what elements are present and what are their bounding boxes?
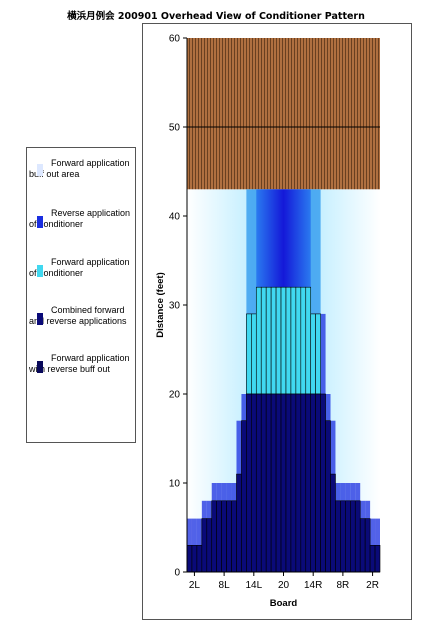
forward-bar bbox=[295, 286, 302, 395]
legend-item: Forward application of conditioner bbox=[27, 257, 137, 307]
y-tick-label: 20 bbox=[169, 390, 181, 401]
forward-bar bbox=[290, 286, 297, 395]
combined-bar bbox=[206, 518, 213, 573]
forward-bar bbox=[255, 286, 262, 395]
combined-bar bbox=[315, 393, 321, 573]
combined-bar bbox=[255, 393, 262, 573]
combined-bar bbox=[369, 544, 376, 573]
combined-bar bbox=[350, 500, 356, 573]
x-tick-label: 14L bbox=[245, 580, 262, 591]
combined-bar bbox=[359, 518, 366, 573]
legend-label: Combined forward and reverse application… bbox=[29, 305, 127, 326]
forward-bar bbox=[310, 313, 316, 395]
x-tick-label: 2L bbox=[189, 580, 201, 591]
legend-swatch bbox=[37, 216, 43, 228]
combined-bar bbox=[246, 393, 252, 573]
combined-bar bbox=[275, 393, 282, 573]
y-tick-label: 50 bbox=[169, 123, 181, 134]
y-tick-label: 30 bbox=[169, 301, 181, 312]
combined-bar bbox=[330, 473, 336, 573]
forward-bar bbox=[251, 313, 257, 395]
legend-label: Forward application of conditioner bbox=[29, 257, 130, 278]
combined-bar bbox=[226, 500, 232, 573]
combined-bar bbox=[191, 544, 198, 573]
pin-deck bbox=[187, 38, 380, 190]
combined-bar bbox=[196, 544, 203, 573]
combined-bar bbox=[325, 420, 331, 573]
legend-swatch bbox=[37, 265, 43, 277]
y-tick-label: 40 bbox=[169, 212, 181, 223]
combined-bar bbox=[241, 420, 247, 573]
forward-bar bbox=[246, 313, 252, 395]
legend-item: Forward application with reverse buff ou… bbox=[27, 353, 137, 403]
forward-bar bbox=[280, 286, 287, 395]
forward-bar bbox=[260, 286, 267, 395]
legend-label: Reverse application of conditioner bbox=[29, 208, 131, 229]
combined-bar bbox=[251, 393, 257, 573]
combined-bar bbox=[201, 518, 208, 573]
forward-bar bbox=[285, 286, 292, 395]
x-tick-label: 20 bbox=[278, 580, 290, 591]
forward-bar bbox=[305, 286, 312, 395]
combined-bar bbox=[231, 500, 237, 573]
x-tick-label: 2R bbox=[366, 580, 379, 591]
legend-item: Combined forward and reverse application… bbox=[27, 305, 137, 355]
combined-bar bbox=[320, 393, 326, 573]
chart-title: 横浜月例会 200901 Overhead View of Conditione… bbox=[67, 11, 365, 22]
y-tick-label: 10 bbox=[169, 479, 181, 490]
combined-bar bbox=[216, 500, 222, 573]
y-axis-title: Distance (feet) bbox=[155, 272, 166, 337]
x-tick-label: 8R bbox=[336, 580, 349, 591]
combined-bar bbox=[280, 393, 287, 573]
combined-bar bbox=[295, 393, 302, 573]
combined-bar bbox=[310, 393, 316, 573]
legend-item: Reverse application of conditioner bbox=[27, 208, 137, 258]
combined-bar bbox=[270, 393, 277, 573]
legend-swatch bbox=[37, 164, 43, 176]
combined-bar bbox=[354, 500, 361, 573]
legend-swatch bbox=[37, 313, 43, 325]
y-tick-label: 60 bbox=[169, 34, 181, 45]
legend-label: Forward application with reverse buff ou… bbox=[29, 353, 130, 374]
forward-bar bbox=[300, 286, 307, 395]
combined-bar bbox=[186, 544, 193, 573]
legend-label: Forward application buff out area bbox=[29, 158, 130, 179]
forward-bar bbox=[270, 286, 277, 395]
y-tick-label: 0 bbox=[174, 568, 180, 579]
combined-bar bbox=[335, 500, 341, 573]
combined-bar bbox=[236, 473, 242, 573]
x-axis-title: Board bbox=[270, 598, 298, 609]
legend-swatch bbox=[37, 361, 43, 373]
combined-bar bbox=[345, 500, 351, 573]
forward-bar bbox=[265, 286, 272, 395]
combined-bar bbox=[300, 393, 307, 573]
combined-bar bbox=[374, 544, 381, 573]
combined-bar bbox=[340, 500, 346, 573]
forward-bar bbox=[315, 313, 321, 395]
combined-bar bbox=[211, 500, 217, 573]
combined-bar bbox=[364, 518, 371, 573]
combined-bar bbox=[221, 500, 227, 573]
combined-bar bbox=[265, 393, 272, 573]
x-tick-label: 8L bbox=[219, 580, 231, 591]
combined-bar bbox=[290, 393, 297, 573]
forward-bar bbox=[275, 286, 282, 395]
x-tick-label: 14R bbox=[304, 580, 322, 591]
chart-legend: Forward application buff out area Reverse… bbox=[26, 147, 136, 443]
combined-bar bbox=[285, 393, 292, 573]
combined-bar bbox=[260, 393, 267, 573]
combined-bar bbox=[305, 393, 312, 573]
legend-item: Forward application buff out area bbox=[27, 158, 137, 208]
